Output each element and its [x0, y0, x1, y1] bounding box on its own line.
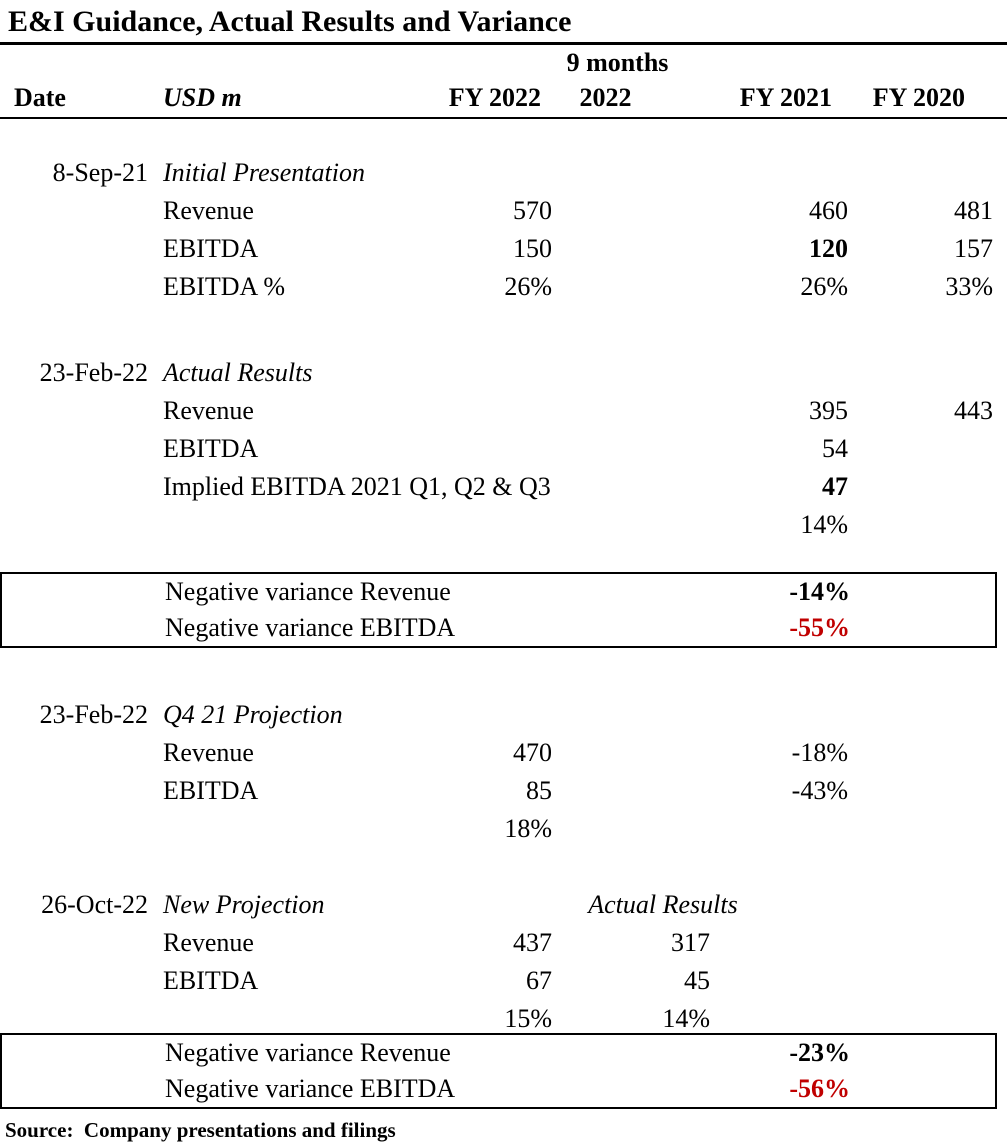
col-header-fy2020: FY 2020 — [872, 83, 965, 112]
section-title: Actual Results — [163, 358, 313, 387]
cell-9m2022: 317 — [671, 928, 710, 957]
cell-fy2021: 54 — [822, 434, 848, 463]
table-row: Implied EBITDA 2021 Q1, Q2 & Q3 47 — [0, 468, 997, 506]
source-note: Source: Company presentations and filing… — [5, 1118, 396, 1142]
cell-date: 23-Feb-22 — [39, 358, 148, 387]
section-header-row: 8-Sep-21 Initial Presentation — [0, 154, 997, 192]
table-row: EBITDA 150 120 157 — [0, 230, 997, 268]
table-row: Revenue 437 317 — [0, 924, 997, 962]
section-title: Initial Presentation — [163, 158, 365, 187]
cell-label: Implied EBITDA 2021 Q1, Q2 & Q3 — [163, 472, 551, 501]
col-header-9months-line1: 9 months — [566, 48, 669, 77]
variance-box-1: Negative variance Revenue -14% Negative … — [0, 572, 997, 648]
cell-fy2021: 395 — [809, 396, 848, 425]
cell-fy2020: 157 — [954, 234, 993, 263]
cell-label: Revenue — [163, 738, 254, 767]
cell-date: 26-Oct-22 — [41, 890, 148, 919]
col-header-date: Date — [14, 83, 66, 112]
section-q4-21-projection: 23-Feb-22 Q4 21 Projection Revenue 470 -… — [0, 696, 1007, 848]
col-header-unit: USD m — [163, 83, 242, 112]
cell-fy2022: 67 — [526, 966, 552, 995]
section-title: New Projection — [163, 890, 325, 919]
table-row: 14% — [0, 506, 997, 544]
cell-fy2021: 460 — [809, 196, 848, 225]
cell-variance-value-negative: -55% — [789, 613, 850, 642]
cell-fy2020: 481 — [954, 196, 993, 225]
table-row: Negative variance Revenue -14% — [2, 574, 995, 610]
cell-date: 23-Feb-22 — [39, 700, 148, 729]
cell-fy2022: 18% — [504, 814, 552, 843]
table-row: Revenue 470 -18% — [0, 734, 997, 772]
cell-date: 8-Sep-21 — [52, 158, 148, 187]
cell-fy2020: 443 — [954, 396, 993, 425]
cell-fy2022: 150 — [513, 234, 552, 263]
cell-fy2022: 15% — [504, 1004, 552, 1033]
cell-fy2021: -43% — [791, 776, 848, 805]
cell-label: Revenue — [163, 196, 254, 225]
cell-label: Negative variance EBITDA — [165, 1074, 456, 1103]
cell-label: Revenue — [163, 396, 254, 425]
cell-fy2021: 47 — [822, 472, 848, 501]
section-new-projection: 26-Oct-22 New Projection Actual Results … — [0, 886, 1007, 1038]
table-header: 9 months Date USD m FY 2022 2022 FY 2021… — [0, 45, 1007, 119]
cell-9m2022: 45 — [684, 966, 710, 995]
cell-fy2022: 26% — [504, 272, 552, 301]
cell-fy2022: 437 — [513, 928, 552, 957]
cell-label: EBITDA — [163, 966, 259, 995]
cell-variance-value: -14% — [789, 577, 850, 606]
section-actual-results: 23-Feb-22 Actual Results Revenue 395 443… — [0, 354, 1007, 544]
table-row: 18% — [0, 810, 997, 848]
cell-fy2021: 14% — [800, 510, 848, 539]
cell-fy2020: 33% — [945, 272, 993, 301]
table-row: Revenue 395 443 — [0, 392, 997, 430]
table-row: 15% 14% — [0, 1000, 997, 1038]
cell-fy2022: 570 — [513, 196, 552, 225]
cell-variance-value: -23% — [789, 1038, 850, 1067]
col-header-fy2021: FY 2021 — [739, 83, 832, 112]
cell-label: Revenue — [163, 928, 254, 957]
col-header-fy2022: FY 2022 — [448, 83, 541, 112]
cell-label: Negative variance EBITDA — [165, 613, 456, 642]
table-row: EBITDA 67 45 — [0, 962, 997, 1000]
cell-9m2022: 14% — [662, 1004, 710, 1033]
col-header-9months-line2: 2022 — [579, 83, 632, 112]
section-title: Q4 21 Projection — [163, 700, 343, 729]
cell-fy2021: 26% — [800, 272, 848, 301]
section-header-row: 23-Feb-22 Q4 21 Projection — [0, 696, 997, 734]
table-row: Negative variance EBITDA -56% — [2, 1071, 995, 1107]
cell-label: Negative variance Revenue — [165, 1038, 451, 1067]
cell-label: Negative variance Revenue — [165, 577, 451, 606]
table-row: EBITDA % 26% 26% 33% — [0, 268, 997, 306]
table-row: EBITDA 85 -43% — [0, 772, 997, 810]
cell-fy2021: 120 — [809, 234, 848, 263]
cell-fy2022: 470 — [513, 738, 552, 767]
cell-fy2021: -18% — [791, 738, 848, 767]
cell-label: EBITDA — [163, 234, 259, 263]
cell-variance-value-negative: -56% — [789, 1074, 850, 1103]
table-row: Negative variance EBITDA -55% — [2, 610, 995, 646]
variance-box-2: Negative variance Revenue -23% Negative … — [0, 1033, 997, 1109]
page-title: E&I Guidance, Actual Results and Varianc… — [0, 0, 1007, 45]
cell-fy2022: 85 — [526, 776, 552, 805]
table-row: Negative variance Revenue -23% — [2, 1035, 995, 1071]
section-header-row: 23-Feb-22 Actual Results — [0, 354, 997, 392]
subheading-actual-results: Actual Results — [588, 890, 738, 919]
table-row: EBITDA 54 — [0, 430, 997, 468]
section-initial-presentation: 8-Sep-21 Initial Presentation Revenue 57… — [0, 154, 1007, 306]
table-row: Revenue 570 460 481 — [0, 192, 997, 230]
cell-label: EBITDA — [163, 434, 259, 463]
cell-label: EBITDA % — [163, 272, 286, 301]
section-header-row: 26-Oct-22 New Projection Actual Results — [0, 886, 997, 924]
cell-label: EBITDA — [163, 776, 259, 805]
